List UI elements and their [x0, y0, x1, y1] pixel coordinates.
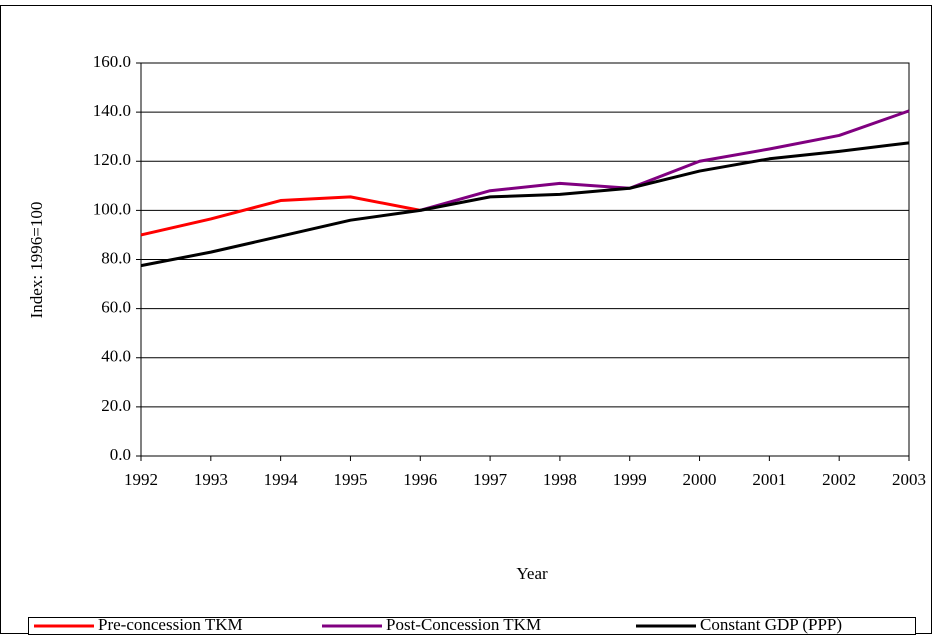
y-tick-label: 0.0: [110, 445, 131, 464]
y-axis-label: Index: 1996=100: [27, 202, 46, 319]
x-tick-label: 1997: [473, 470, 508, 489]
series-line: [419, 109, 910, 212]
x-tick-label: 2002: [822, 470, 856, 489]
y-tick-label: 100.0: [93, 199, 131, 218]
legend-label: Constant GDP (PPP): [700, 615, 842, 634]
y-tick-label: 80.0: [101, 248, 131, 267]
x-tick-label: 1994: [264, 470, 299, 489]
legend-label: Pre-concession TKM: [98, 615, 243, 634]
y-tick-label: 20.0: [101, 396, 131, 415]
x-tick-label: 1995: [333, 470, 367, 489]
x-tick-label: 2001: [752, 470, 786, 489]
chart-border: [0, 5, 932, 634]
x-tick-label: 1992: [124, 470, 158, 489]
y-tick-label: 160.0: [93, 52, 131, 71]
legend-label: Post-Concession TKM: [386, 615, 541, 634]
y-tick-label: 40.0: [101, 347, 131, 366]
y-tick-label: 120.0: [93, 150, 131, 169]
x-tick-label: 1996: [403, 470, 437, 489]
series-line: [140, 141, 910, 268]
x-tick-label: 2003: [892, 470, 926, 489]
series-line: [140, 195, 421, 237]
x-tick-label: 1999: [613, 470, 647, 489]
x-tick-label: 1993: [194, 470, 228, 489]
x-tick-label: 2000: [683, 470, 717, 489]
y-tick-label: 60.0: [101, 298, 131, 317]
plot-area: [140, 62, 910, 457]
x-tick-label: 1998: [543, 470, 577, 489]
x-axis-label: Year: [516, 564, 548, 583]
y-tick-label: 140.0: [93, 101, 131, 120]
